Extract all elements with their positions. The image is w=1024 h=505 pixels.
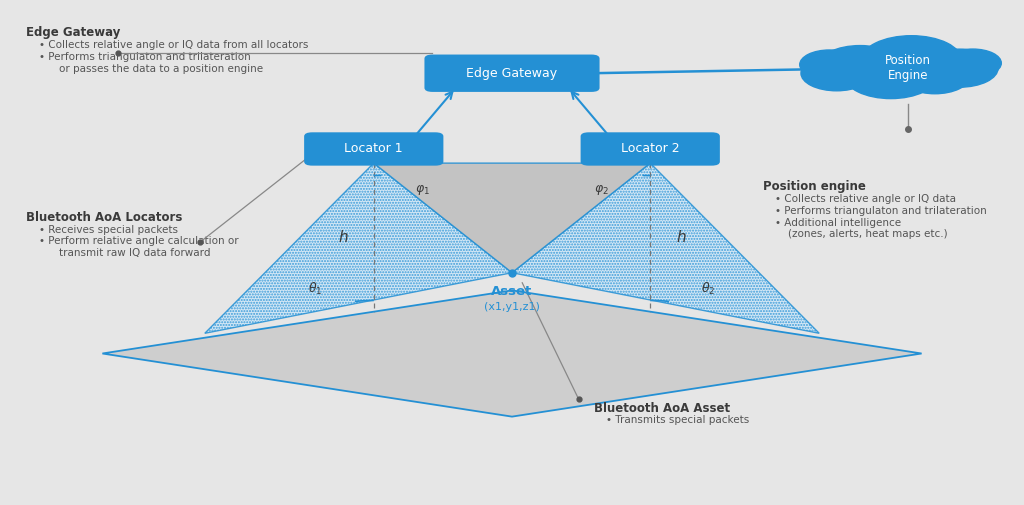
Circle shape: [900, 60, 970, 94]
Text: • Perform relative angle calculation or: • Perform relative angle calculation or: [39, 236, 239, 246]
Polygon shape: [512, 163, 819, 333]
Circle shape: [800, 50, 859, 79]
Polygon shape: [102, 290, 922, 417]
Text: • Receives special packets: • Receives special packets: [39, 225, 178, 235]
Polygon shape: [374, 163, 650, 273]
Text: $\theta_1$: $\theta_1$: [308, 281, 323, 297]
Circle shape: [817, 45, 903, 88]
Text: h: h: [338, 230, 348, 245]
Text: Position engine: Position engine: [763, 180, 865, 193]
Text: Position
Engine: Position Engine: [886, 54, 931, 82]
Text: $\varphi_2$: $\varphi_2$: [594, 183, 609, 197]
Text: (zones, alerts, heat maps etc.): (zones, alerts, heat maps etc.): [788, 229, 948, 239]
Text: $\theta_2$: $\theta_2$: [701, 281, 716, 297]
FancyBboxPatch shape: [581, 132, 720, 166]
Text: • Performs triangulaton and trilateration: • Performs triangulaton and trilateratio…: [775, 206, 987, 216]
Circle shape: [845, 53, 937, 98]
Text: transmit raw IQ data forward: transmit raw IQ data forward: [59, 248, 211, 258]
Text: h: h: [676, 230, 686, 245]
Text: Edge Gateway: Edge Gateway: [467, 67, 557, 80]
FancyBboxPatch shape: [424, 55, 599, 92]
Text: or passes the data to a position engine: or passes the data to a position engine: [59, 64, 263, 74]
Circle shape: [861, 36, 962, 85]
Text: • Collects relative angle or IQ data: • Collects relative angle or IQ data: [775, 194, 956, 205]
Circle shape: [921, 49, 998, 87]
Text: (x1,y1,z1): (x1,y1,z1): [484, 302, 540, 312]
Text: Locator 2: Locator 2: [621, 142, 680, 156]
Text: Edge Gateway: Edge Gateway: [26, 26, 120, 39]
Text: Locator 1: Locator 1: [344, 142, 403, 156]
Circle shape: [944, 49, 1001, 77]
FancyBboxPatch shape: [304, 132, 443, 166]
Text: • Collects relative angle or IQ data from all locators: • Collects relative angle or IQ data fro…: [39, 40, 308, 50]
Circle shape: [801, 56, 872, 91]
Text: • Additional intelligence: • Additional intelligence: [775, 218, 901, 228]
Text: Bluetooth AoA Locators: Bluetooth AoA Locators: [26, 211, 182, 224]
Text: • Performs triangulaton and trilateration: • Performs triangulaton and trilateratio…: [39, 52, 251, 62]
Polygon shape: [205, 163, 512, 333]
Text: • Transmits special packets: • Transmits special packets: [606, 415, 750, 425]
Text: Asset: Asset: [492, 285, 532, 298]
Text: Bluetooth AoA Asset: Bluetooth AoA Asset: [594, 401, 730, 415]
Text: $\varphi_1$: $\varphi_1$: [415, 183, 430, 197]
